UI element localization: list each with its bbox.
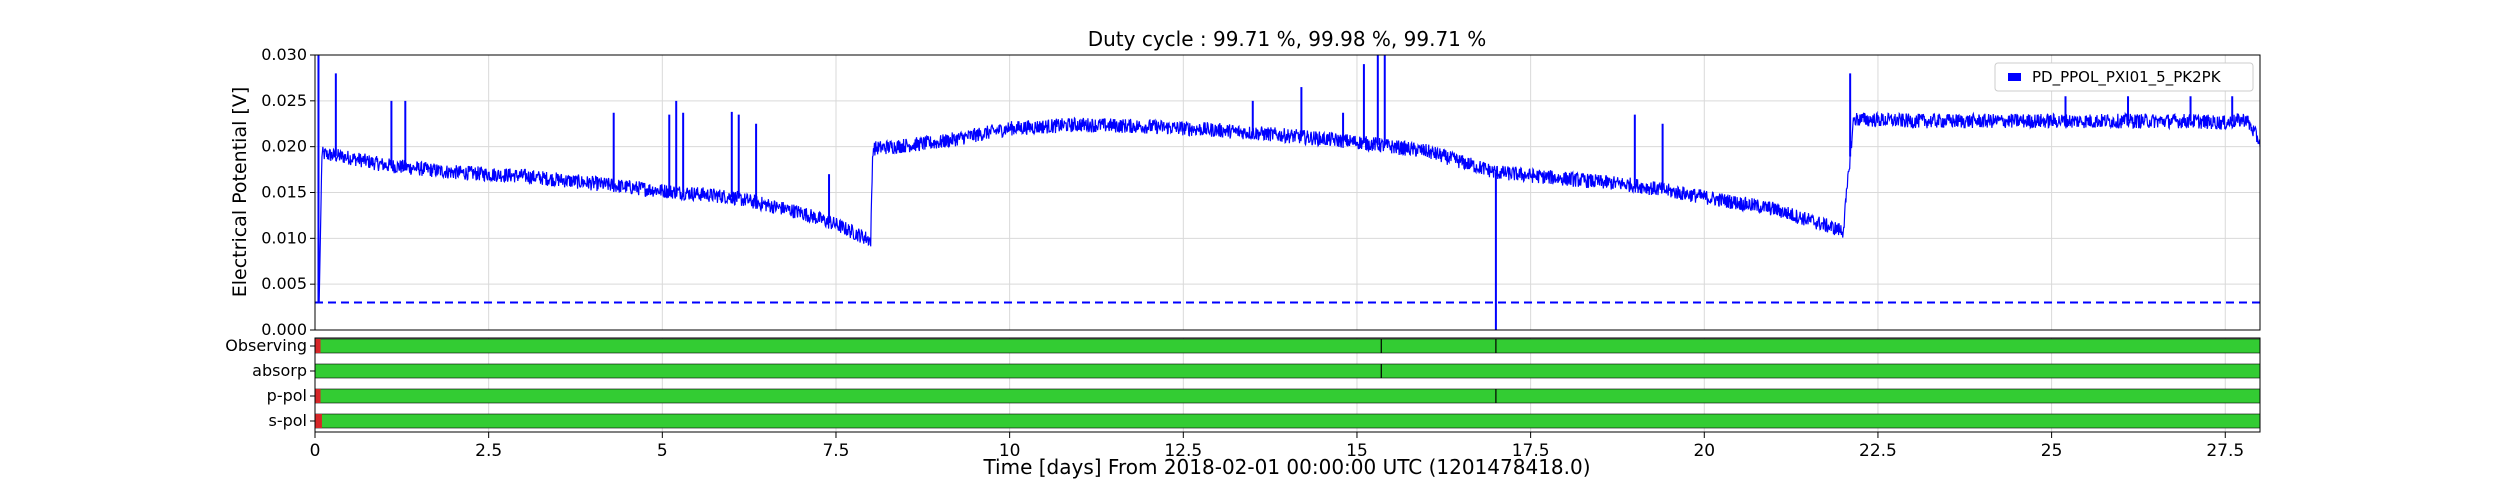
y-tick-label: 0.030 — [261, 45, 307, 64]
segment-panel: Observing absorp p-pol s-pol — [225, 336, 2260, 432]
y-tick-label: 0.020 — [261, 137, 307, 156]
segment-bar-absorp — [315, 364, 2260, 378]
segment-inactive-mark — [315, 389, 321, 403]
segment-label-p-pol: p-pol — [267, 386, 307, 405]
x-tick-label: 7.5 — [822, 441, 849, 461]
series-line-PD_PPOL_PXI01_5_PK2PK — [315, 113, 2260, 303]
x-tick-label: 25 — [2041, 441, 2063, 461]
segment-bar-Observing — [315, 339, 2260, 353]
x-axis-label: Time [days] From 2018-02-01 00:00:00 UTC… — [982, 455, 1590, 479]
segment-label-s-pol: s-pol — [269, 411, 308, 430]
chart-title: Duty cycle : 99.71 %, 99.98 %, 99.71 % — [1088, 27, 1487, 51]
x-tick-label: 2.5 — [475, 441, 502, 461]
y-tick-label: 0.010 — [261, 228, 307, 247]
segment-inactive-mark — [315, 414, 322, 428]
y-axis-label: Electrical Potential [V] — [229, 87, 251, 297]
segment-label-Observing: Observing — [225, 336, 307, 355]
x-tick-label: 27.5 — [2206, 441, 2244, 461]
legend-swatch — [2008, 73, 2021, 81]
y-tick-label: 0.005 — [261, 274, 307, 293]
y-tick-label: 0.015 — [261, 183, 307, 202]
grid — [315, 55, 2260, 330]
segment-label-absorp: absorp — [252, 361, 307, 380]
x-tick-label: 20 — [1693, 441, 1715, 461]
y-tick-label: 0.025 — [261, 91, 307, 110]
segment-bar-p-pol — [315, 389, 2260, 403]
legend-label: PD_PPOL_PXI01_5_PK2PK — [2032, 68, 2222, 87]
segment-inactive-mark — [315, 339, 321, 353]
x-tick-label: 22.5 — [1859, 441, 1897, 461]
x-tick-label: 5 — [657, 441, 668, 461]
x-tick-label: 0 — [310, 441, 321, 461]
legend: PD_PPOL_PXI01_5_PK2PK — [1995, 63, 2253, 91]
segment-bar-s-pol — [315, 414, 2260, 428]
